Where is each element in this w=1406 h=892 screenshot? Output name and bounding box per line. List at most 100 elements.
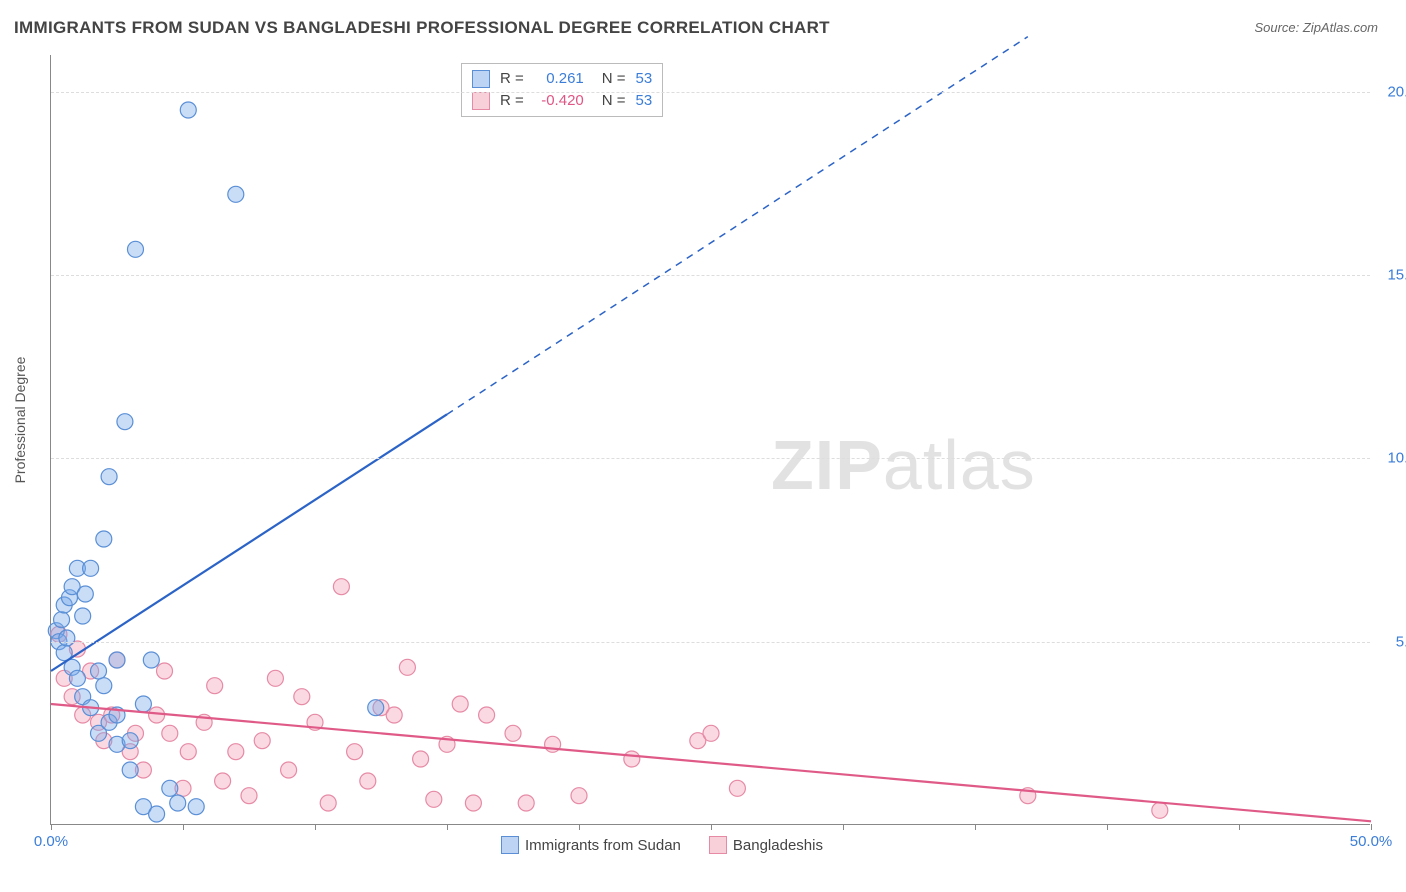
scatter-point	[413, 751, 429, 767]
scatter-point	[77, 586, 93, 602]
scatter-point	[294, 689, 310, 705]
scatter-point	[368, 700, 384, 716]
n-label: N =	[602, 68, 626, 90]
scatter-point	[386, 707, 402, 723]
r-label: R =	[500, 90, 524, 112]
n-value-pink: 53	[636, 90, 653, 112]
chart-svg	[51, 55, 1370, 824]
scatter-point	[96, 531, 112, 547]
stats-row-blue: R = 0.261 N = 53	[472, 68, 652, 90]
scatter-point	[228, 744, 244, 760]
scatter-point	[170, 795, 186, 811]
n-value-blue: 53	[636, 68, 653, 90]
scatter-point	[59, 630, 75, 646]
scatter-point	[360, 773, 376, 789]
x-tick	[975, 824, 976, 830]
r-label: R =	[500, 68, 524, 90]
scatter-point	[703, 725, 719, 741]
x-tick-label: 0.0%	[34, 833, 68, 850]
r-value-pink: -0.420	[534, 90, 584, 112]
scatter-point	[571, 788, 587, 804]
scatter-point	[96, 678, 112, 694]
scatter-point	[162, 780, 178, 796]
scatter-point	[122, 733, 138, 749]
scatter-point	[320, 795, 336, 811]
legend-item-sudan: Immigrants from Sudan	[501, 836, 681, 854]
legend-item-bangladeshi: Bangladeshis	[709, 836, 823, 854]
x-tick	[51, 824, 52, 830]
scatter-point	[347, 744, 363, 760]
scatter-point	[207, 678, 223, 694]
scatter-point	[157, 663, 173, 679]
x-tick	[1371, 824, 1372, 830]
stats-row-pink: R = -0.420 N = 53	[472, 90, 652, 112]
x-tick	[183, 824, 184, 830]
gridline	[51, 642, 1370, 643]
scatter-point	[101, 469, 117, 485]
stats-box: R = 0.261 N = 53 R = -0.420 N = 53	[461, 63, 663, 117]
scatter-point	[180, 744, 196, 760]
scatter-point	[83, 560, 99, 576]
scatter-point	[505, 725, 521, 741]
x-tick	[315, 824, 316, 830]
scatter-point	[452, 696, 468, 712]
chart-title: IMMIGRANTS FROM SUDAN VS BANGLADESHI PRO…	[14, 18, 830, 38]
scatter-point	[117, 414, 133, 430]
x-tick	[843, 824, 844, 830]
legend-swatch-blue-icon	[501, 836, 519, 854]
scatter-point	[162, 725, 178, 741]
legend-bottom: Immigrants from Sudan Bangladeshis	[501, 836, 823, 854]
scatter-point	[228, 186, 244, 202]
gridline	[51, 275, 1370, 276]
scatter-point	[149, 806, 165, 822]
plot-area: ZIPatlas R = 0.261 N = 53 R = -0.420 N =…	[50, 55, 1370, 825]
scatter-point	[479, 707, 495, 723]
legend-label-bangladeshi: Bangladeshis	[733, 837, 823, 854]
scatter-point	[122, 762, 138, 778]
scatter-point	[267, 670, 283, 686]
x-tick	[447, 824, 448, 830]
y-axis-label: Professional Degree	[12, 357, 28, 484]
scatter-point	[69, 670, 85, 686]
scatter-point	[54, 612, 70, 628]
y-tick-label: 5.0%	[1375, 633, 1406, 650]
scatter-point	[518, 795, 534, 811]
scatter-point	[180, 102, 196, 118]
scatter-point	[149, 707, 165, 723]
scatter-point	[1152, 802, 1168, 818]
gridline	[51, 92, 1370, 93]
y-tick-label: 10.0%	[1375, 450, 1406, 467]
scatter-point	[254, 733, 270, 749]
r-value-blue: 0.261	[534, 68, 584, 90]
scatter-point	[135, 696, 151, 712]
scatter-point	[729, 780, 745, 796]
scatter-point	[188, 799, 204, 815]
legend-swatch-pink-icon	[472, 92, 490, 110]
legend-swatch-pink-icon	[709, 836, 727, 854]
y-tick-label: 15.0%	[1375, 267, 1406, 284]
scatter-point	[624, 751, 640, 767]
scatter-point	[215, 773, 231, 789]
scatter-point	[281, 762, 297, 778]
x-tick	[711, 824, 712, 830]
source-label: Source: ZipAtlas.com	[1254, 20, 1378, 35]
scatter-point	[465, 795, 481, 811]
n-label: N =	[602, 90, 626, 112]
scatter-point	[143, 652, 159, 668]
x-tick	[1107, 824, 1108, 830]
x-tick	[1239, 824, 1240, 830]
y-tick-label: 20.0%	[1375, 83, 1406, 100]
legend-label-sudan: Immigrants from Sudan	[525, 837, 681, 854]
scatter-point	[241, 788, 257, 804]
x-tick	[579, 824, 580, 830]
scatter-point	[109, 652, 125, 668]
scatter-point	[75, 608, 91, 624]
scatter-point	[399, 659, 415, 675]
scatter-point	[333, 579, 349, 595]
scatter-point	[127, 241, 143, 257]
x-tick-label: 50.0%	[1350, 833, 1393, 850]
scatter-point	[426, 791, 442, 807]
legend-swatch-blue-icon	[472, 70, 490, 88]
scatter-point	[91, 663, 107, 679]
gridline	[51, 458, 1370, 459]
